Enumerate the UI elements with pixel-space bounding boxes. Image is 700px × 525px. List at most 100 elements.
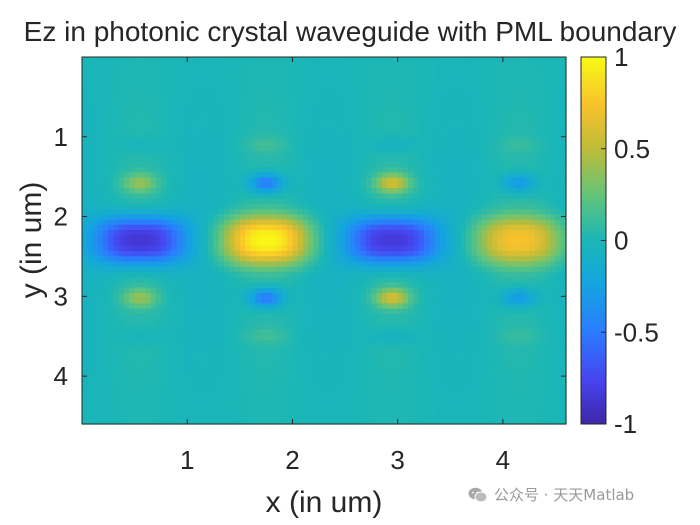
heatmap-cell [166,361,173,367]
heatmap-cell [129,376,136,383]
heatmap-cell [345,303,351,310]
heatmap-cell [308,355,315,362]
heatmap-cell [166,182,173,189]
heatmap-cell [181,256,188,263]
heatmap-cell [139,167,146,173]
heatmap-cell [213,88,220,95]
heatmap-cell [439,119,446,126]
heatmap-cell [402,235,409,242]
heatmap-cell [197,88,204,95]
heatmap-cell [450,319,457,325]
heatmap-cell [402,219,409,226]
heatmap-cell [245,387,251,394]
heatmap-cell [108,114,115,121]
heatmap-cell [160,319,167,325]
heatmap-cell [134,140,141,147]
heatmap-cell [97,209,104,215]
heatmap-cell [397,392,404,399]
heatmap-cell [445,130,451,137]
heatmap-cell [360,172,367,179]
heatmap-cell [360,72,367,79]
heatmap-cell [292,366,299,373]
heatmap-cell [229,161,236,168]
heatmap-cell [408,167,415,173]
heatmap-cell [413,235,420,242]
heatmap-cell [181,235,188,242]
heatmap-cell [423,209,430,215]
heatmap-cell [318,125,325,131]
heatmap-cell [239,361,246,367]
heatmap-cell [160,230,167,236]
heatmap-cell [281,172,288,179]
heatmap-cell [97,418,104,425]
heatmap-cell [329,93,336,100]
heatmap-cell [397,387,404,394]
heatmap-cell [213,230,220,236]
heatmap-cell [250,361,257,367]
heatmap-cell [92,161,99,168]
heatmap-cell [271,125,278,131]
heatmap-cell [287,219,294,226]
heatmap-cell [281,146,288,152]
heatmap-cell [302,93,309,100]
heatmap-cell [229,256,236,263]
heatmap-cell [192,397,199,404]
heatmap-cell [408,161,415,168]
heatmap-cell [187,209,194,215]
heatmap-cell [423,324,430,331]
heatmap-cell [408,240,415,247]
heatmap-cell [418,303,425,310]
heatmap-cell [145,403,151,409]
heatmap-cell [160,418,167,425]
heatmap-cell [229,250,236,257]
heatmap-cell [260,130,267,137]
heatmap-cell [423,177,430,184]
heatmap-cell [171,266,178,273]
heatmap-cell [229,408,236,415]
heatmap-cell [139,250,146,257]
heatmap-cell [308,361,315,367]
heatmap-cell [255,67,262,74]
heatmap-cell [124,308,130,315]
heatmap-cell [92,240,99,247]
heatmap-cell [145,130,151,137]
heatmap-cell [213,334,220,341]
heatmap-cell [355,308,362,315]
heatmap-cell [192,324,199,331]
heatmap-cell [250,287,257,294]
heatmap-cell [308,172,315,179]
heatmap-cell [313,188,320,194]
heatmap-cell [297,355,304,362]
heatmap-cell [245,334,251,341]
heatmap-cell [445,98,451,105]
heatmap-cell [350,334,357,341]
heatmap-cell [366,408,372,415]
heatmap-cell [418,172,425,179]
heatmap-cell [234,282,241,289]
heatmap-cell [224,167,230,173]
heatmap-cell [402,392,409,399]
heatmap-cell [218,135,225,142]
heatmap-cell [402,146,409,152]
heatmap-cell [229,245,236,252]
heatmap-cell [387,313,393,320]
heatmap-cell [181,334,188,341]
heatmap-cell [455,161,462,168]
heatmap-cell [113,156,120,163]
heatmap-cell [181,140,188,147]
heatmap-cell [181,62,188,69]
heatmap-cell [339,245,346,252]
heatmap-cell [113,182,120,189]
heatmap-cell [324,345,330,352]
heatmap-cell [129,361,136,367]
heatmap-cell [445,282,451,289]
heatmap-cell [166,266,173,273]
heatmap-cell [413,245,420,252]
heatmap-cell [434,203,441,210]
heatmap-cell [250,324,257,331]
heatmap-cell [118,382,125,388]
heatmap-cell [366,224,372,231]
heatmap-cell [124,230,130,236]
heatmap-cell [113,104,120,111]
heatmap-cell [345,224,351,231]
